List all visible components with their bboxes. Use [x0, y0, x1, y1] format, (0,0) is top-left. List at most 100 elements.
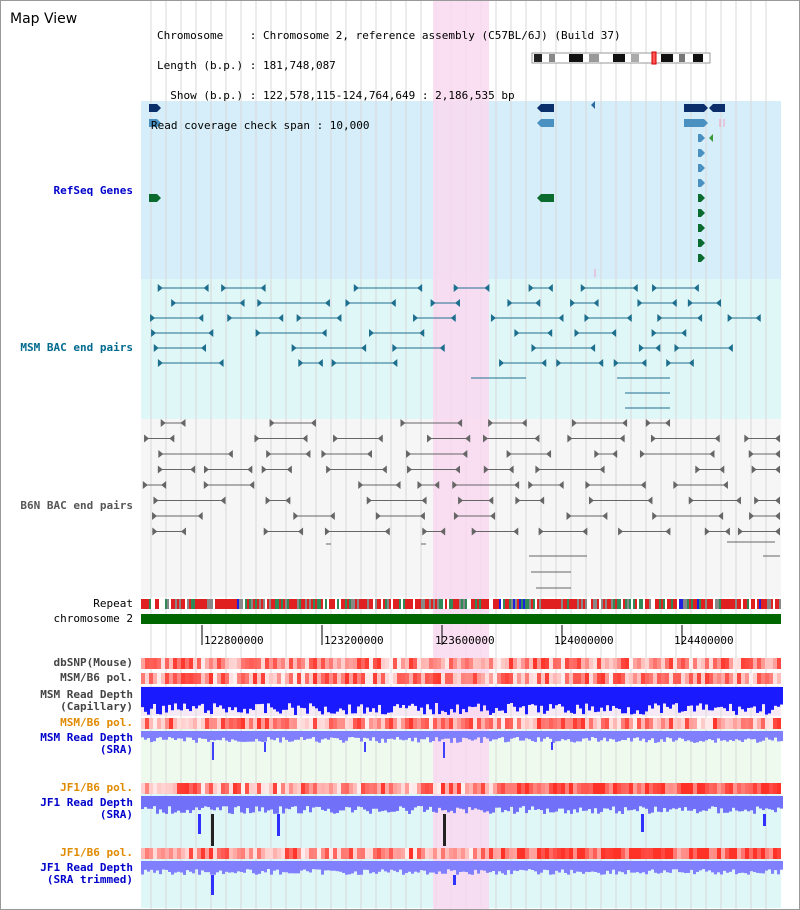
heatmap-cell — [249, 848, 253, 859]
bac-end-marker — [613, 359, 619, 367]
repeat-element — [205, 599, 207, 609]
depth-bar — [252, 861, 255, 874]
heatmap-cell — [241, 658, 245, 669]
heatmap-cell — [473, 658, 477, 669]
depth-bar — [354, 687, 357, 714]
depth-bar — [414, 796, 417, 808]
heatmap-cell — [769, 658, 773, 669]
heatmap-cell — [489, 848, 493, 859]
heatmap-cell — [557, 673, 561, 684]
repeat-element — [645, 599, 647, 609]
heatmap-cell — [381, 673, 385, 684]
b6n-bac-track-label[interactable]: B6N BAC end pairs — [20, 499, 133, 512]
repeat-element — [669, 599, 671, 609]
heatmap-cell — [625, 783, 629, 794]
depth-bar — [537, 687, 540, 713]
heatmap-cell — [585, 718, 589, 729]
bac-end-marker — [744, 434, 750, 443]
depth-bar — [180, 861, 183, 873]
repeat-element — [473, 599, 475, 609]
heatmap-cell — [229, 718, 233, 729]
depth-bar — [666, 796, 669, 812]
depth-bar — [237, 796, 240, 807]
depth-bar — [558, 687, 561, 704]
depth-bar — [777, 687, 780, 707]
repeat-element — [413, 599, 415, 609]
heatmap-cell — [773, 718, 777, 729]
depth-bar — [600, 796, 603, 812]
heatmap-cell — [653, 658, 657, 669]
bac-end-marker — [695, 465, 701, 474]
heatmap-cell — [589, 783, 593, 794]
depth-bar — [192, 796, 195, 811]
depth-bar — [591, 796, 594, 814]
heatmap-cell — [573, 673, 577, 684]
depth-bar — [165, 687, 168, 713]
depth-bar — [390, 796, 393, 812]
repeat-element — [559, 599, 561, 609]
heatmap-cell — [521, 673, 525, 684]
heatmap-cell — [745, 673, 749, 684]
depth-bar — [375, 687, 378, 713]
heatmap-cell — [233, 673, 237, 684]
repeat-element — [725, 599, 727, 609]
bac-end-marker — [298, 359, 304, 367]
refseq-track-label[interactable]: RefSeq Genes — [53, 184, 133, 197]
heatmap-cell — [677, 848, 681, 859]
depth-bar — [207, 861, 210, 873]
depth-bar — [492, 796, 495, 813]
heatmap-cell — [525, 658, 529, 669]
heatmap-cell — [385, 783, 389, 794]
depth-bar — [492, 731, 495, 740]
depth-bar — [597, 861, 600, 873]
depth-bar — [369, 687, 372, 712]
depth-bar — [336, 861, 339, 872]
heatmap-cell — [237, 718, 241, 729]
heatmap-cell — [597, 658, 601, 669]
depth-bar — [633, 861, 636, 873]
msm-bac-track-label[interactable]: MSM BAC end pairs — [20, 341, 133, 354]
repeat-element — [677, 599, 679, 609]
depth-bar — [447, 731, 450, 739]
repeat-element — [321, 599, 323, 609]
depth-spike — [277, 814, 280, 836]
jf1-b6-pol-label-1: JF1/B6 pol. — [60, 781, 133, 794]
bac-end-marker — [218, 359, 224, 367]
repeat-element — [585, 599, 587, 609]
depth-bar — [579, 796, 582, 808]
repeat-element — [501, 599, 503, 609]
depth-bar — [504, 796, 507, 811]
depth-bar — [324, 687, 327, 707]
depth-bar — [213, 687, 216, 704]
depth-bar — [654, 796, 657, 807]
heatmap-cell — [741, 718, 745, 729]
depth-bar — [285, 861, 288, 873]
repeat-element — [441, 599, 443, 609]
depth-bar — [165, 796, 168, 814]
repeat-element — [619, 599, 621, 609]
depth-bar — [681, 861, 684, 873]
depth-bar — [756, 861, 759, 873]
depth-bar — [363, 687, 366, 714]
depth-bar — [606, 687, 609, 706]
heatmap-cell — [145, 673, 149, 684]
heatmap-cell — [697, 848, 701, 859]
depth-bar — [480, 796, 483, 811]
repeat-element — [751, 599, 753, 609]
heatmap-cell — [241, 783, 245, 794]
depth-bar — [363, 861, 366, 870]
heatmap-cell — [225, 658, 229, 669]
depth-bar — [291, 731, 294, 742]
heatmap-cell — [493, 673, 497, 684]
heatmap-cell — [489, 783, 493, 794]
depth-bar — [636, 796, 639, 812]
depth-bar — [648, 731, 651, 741]
ideogram-band — [679, 54, 685, 62]
heatmap-cell — [393, 783, 397, 794]
depth-bar — [687, 796, 690, 811]
heatmap-cell — [249, 658, 253, 669]
depth-bar — [630, 861, 633, 873]
depth-bar — [195, 861, 198, 870]
heatmap-cell — [157, 673, 161, 684]
